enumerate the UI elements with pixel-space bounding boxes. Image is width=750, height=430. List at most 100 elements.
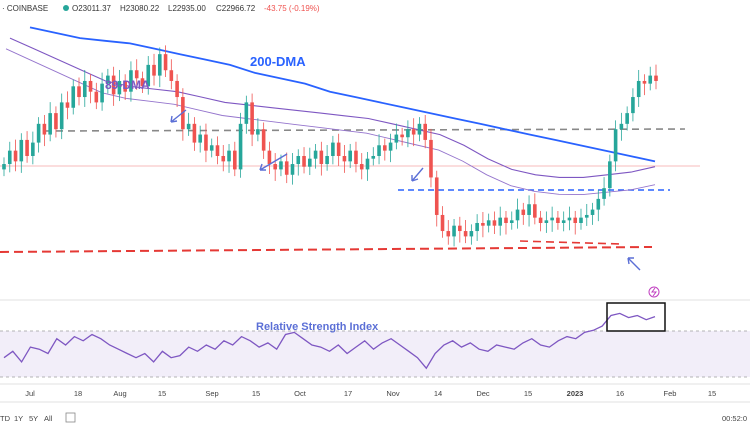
candle <box>584 203 589 226</box>
candle-body <box>556 217 560 223</box>
x-tick-label: 15 <box>158 389 166 398</box>
arrow-icon <box>170 109 187 123</box>
candle-body <box>538 217 543 223</box>
candle <box>2 157 6 177</box>
candle <box>123 74 127 100</box>
candle-body <box>590 209 595 215</box>
symbol-label: · COINBASE <box>2 4 48 13</box>
candle <box>267 141 272 174</box>
candle-body <box>371 156 376 159</box>
candle <box>354 141 358 173</box>
candle-body <box>440 214 445 232</box>
candle-body <box>163 54 168 71</box>
candle <box>579 208 583 230</box>
candle <box>313 143 318 169</box>
candle <box>169 59 174 90</box>
candle-body <box>169 70 174 81</box>
candle-body <box>244 102 249 124</box>
candle-body <box>31 142 35 156</box>
x-axis: Jul 18 Aug 15 Sep 15 Oct 17 Nov 14 Dec 15 2023 16 Feb 1… <box>0 383 750 398</box>
candle-body <box>13 150 18 162</box>
x-tick-label: Sep <box>205 389 218 398</box>
support-line-short <box>519 240 621 245</box>
x-tick-label: 17 <box>344 389 352 398</box>
candle <box>365 151 370 181</box>
x-tick-label: 15 <box>708 389 716 398</box>
candle-body <box>19 139 24 162</box>
candle-body <box>82 80 87 98</box>
x-tick-label: Aug <box>113 389 126 398</box>
candle <box>42 114 47 147</box>
candle-body <box>458 225 462 232</box>
candle <box>146 56 151 95</box>
candle <box>7 141 12 173</box>
candle <box>654 64 658 90</box>
candle <box>619 112 624 141</box>
candle-body <box>400 134 404 138</box>
candle <box>221 145 226 172</box>
candle-body <box>94 91 99 103</box>
candle-body <box>7 150 12 165</box>
candle <box>590 202 595 225</box>
lightning-icon[interactable] <box>648 286 660 298</box>
candle <box>481 212 485 238</box>
candle-body <box>319 150 324 165</box>
candle <box>602 177 606 206</box>
rsi-pane: Relative Strength Index <box>0 299 750 378</box>
candle <box>573 210 578 235</box>
candle-body <box>2 164 6 170</box>
candle <box>544 211 549 233</box>
candle <box>608 154 612 197</box>
resistance-line <box>43 128 686 132</box>
candle <box>359 153 364 180</box>
candle-body <box>232 150 237 170</box>
candle <box>533 193 537 225</box>
change-value: -43.75 (-0.19%) <box>264 4 320 13</box>
candle <box>308 147 312 176</box>
candle-body <box>648 75 653 84</box>
candle-body <box>388 142 393 151</box>
range-button-td[interactable]: TD <box>0 414 11 423</box>
candle-body <box>573 217 578 223</box>
calendar-icon[interactable] <box>65 412 76 423</box>
candle-body <box>596 198 601 210</box>
dma200-label: 200-DMA <box>250 54 306 69</box>
candle <box>371 147 376 166</box>
range-button-all[interactable]: All <box>44 414 53 423</box>
candle-body <box>88 80 93 92</box>
candle-body <box>584 214 589 218</box>
dma89-label: 89-DMA <box>105 78 150 92</box>
candle <box>106 68 110 94</box>
candle <box>400 127 404 146</box>
x-tick-label: 15 <box>524 389 532 398</box>
candle <box>342 145 347 173</box>
candle-body <box>533 204 537 218</box>
candle-body <box>192 123 197 143</box>
candle <box>561 211 566 232</box>
range-button-5y[interactable]: 5Y <box>29 414 38 423</box>
rsi-label: Relative Strength Index <box>256 321 379 333</box>
candle <box>157 47 162 88</box>
candle-body <box>284 161 289 175</box>
candle <box>290 153 295 185</box>
candle <box>567 206 572 231</box>
candle-body <box>59 102 64 130</box>
candle <box>377 134 381 165</box>
candle-body <box>475 223 479 232</box>
candle-body <box>215 145 220 156</box>
range-button-1y[interactable]: 1Y <box>14 414 23 423</box>
candle-body <box>411 129 416 135</box>
candle <box>244 95 249 134</box>
ohlc-header: · COINBASE O23011.37 H23080.22 L22935.00… <box>2 4 320 13</box>
candle <box>152 53 156 86</box>
candle <box>238 112 243 178</box>
candle-body <box>452 225 456 237</box>
candle-body <box>77 86 81 98</box>
candle <box>452 218 456 247</box>
candle <box>521 202 526 225</box>
candle <box>636 69 641 107</box>
candle <box>556 210 560 230</box>
candle-body <box>117 80 122 95</box>
candle <box>261 122 266 159</box>
x-tick-label: 2023 <box>567 389 584 398</box>
